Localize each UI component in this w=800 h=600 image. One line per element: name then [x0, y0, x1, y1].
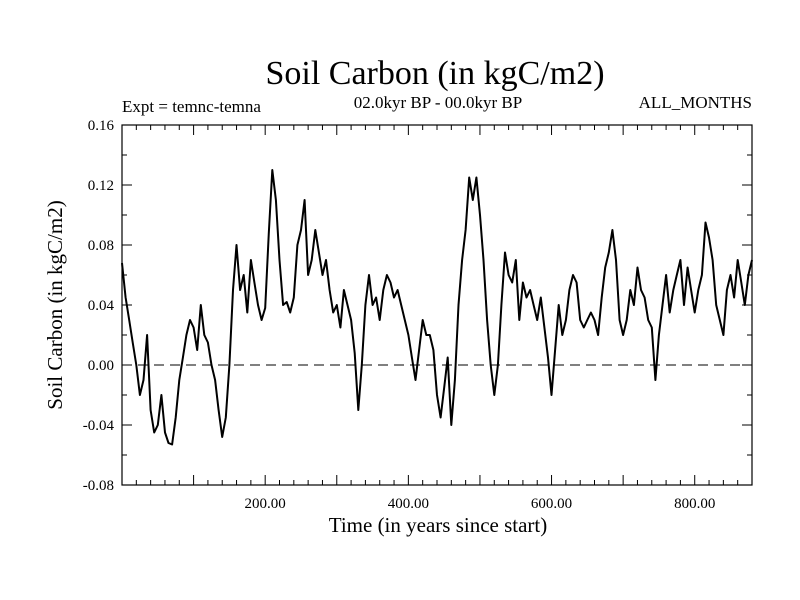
- y-axis-label: Soil Carbon (in kgC/m2): [43, 200, 67, 409]
- x-axis-ticks: 200.00 400.00 600.00 800.00: [135, 125, 739, 512]
- chart-title: Soil Carbon (in kgC/m2): [265, 55, 604, 92]
- x-tick-label: 200.00: [245, 496, 286, 512]
- y-tick-label: 0.12: [88, 178, 114, 194]
- y-tick-label: 0.04: [88, 298, 115, 314]
- y-tick-label: 0.00: [88, 358, 114, 374]
- y-tick-label: -0.04: [83, 418, 115, 434]
- x-axis-label: Time (in years since start): [329, 513, 548, 537]
- y-tick-label: -0.08: [83, 478, 114, 494]
- y-axis-ticks: -0.08 -0.04 0.00 0.04 0.08 0.12 0.16: [83, 118, 752, 494]
- x-tick-label: 600.00: [531, 496, 572, 512]
- time-period-label: 02.0kyr BP - 00.0kyr BP: [354, 93, 522, 112]
- y-tick-label: 0.16: [88, 118, 115, 134]
- x-tick-label: 400.00: [388, 496, 429, 512]
- experiment-label: Expt = temnc-temna: [122, 97, 261, 116]
- x-tick-label: 800.00: [674, 496, 715, 512]
- y-tick-label: 0.08: [88, 238, 114, 254]
- plot-frame: [121, 124, 753, 486]
- plot-area: 200.00 400.00 600.00 800.00 -0.08 -0.04 0.00 0…: [83, 118, 753, 512]
- months-label: ALL_MONTHS: [639, 93, 752, 112]
- soil-carbon-series-line: [121, 169, 753, 446]
